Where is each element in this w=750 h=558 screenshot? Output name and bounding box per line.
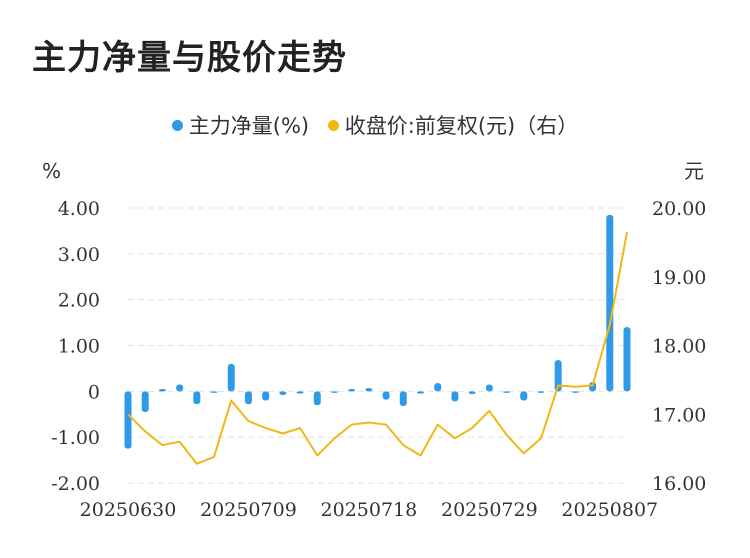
bar bbox=[313, 391, 321, 406]
bar bbox=[227, 363, 235, 392]
x-tick-label: 20250718 bbox=[321, 499, 418, 521]
y-left-tick-label: 4.00 bbox=[58, 198, 100, 220]
y-left-unit: % bbox=[42, 159, 61, 183]
x-tick-label: 20250729 bbox=[441, 499, 538, 521]
bar bbox=[503, 391, 511, 393]
bar bbox=[399, 391, 407, 406]
grid-layer bbox=[128, 207, 627, 484]
y-left-tick-label: 3.00 bbox=[58, 244, 100, 266]
bar bbox=[520, 391, 528, 401]
line-series bbox=[127, 231, 628, 465]
bar bbox=[451, 391, 459, 402]
bar bbox=[330, 391, 338, 393]
legend-item-close-price[interactable]: 收盘价:前复权(元)（右） bbox=[327, 110, 579, 140]
bar bbox=[210, 391, 218, 393]
bar bbox=[571, 391, 579, 393]
legend-label-net-volume: 主力净量(%) bbox=[188, 114, 310, 138]
y-left-tick-label: 2.00 bbox=[58, 290, 100, 312]
legend-dot-blue bbox=[171, 119, 183, 131]
bar bbox=[176, 384, 184, 392]
y-right-unit: 元 bbox=[684, 159, 704, 183]
y-left-tick-label: -1.00 bbox=[51, 427, 100, 449]
y-left-tick-label: 1.00 bbox=[58, 336, 100, 358]
bar bbox=[606, 214, 614, 392]
bar bbox=[485, 384, 493, 392]
y-right-tick-label: 20.00 bbox=[652, 198, 706, 220]
bar bbox=[279, 391, 287, 395]
bar bbox=[124, 391, 132, 449]
bar bbox=[193, 391, 201, 405]
legend-dot-yellow bbox=[327, 119, 339, 131]
bar-series bbox=[124, 214, 631, 449]
bar bbox=[158, 389, 166, 392]
x-tick-label: 20250807 bbox=[561, 499, 658, 521]
close-price-line bbox=[127, 231, 628, 465]
bar bbox=[589, 382, 597, 392]
bar bbox=[262, 391, 270, 401]
bar bbox=[554, 360, 562, 392]
y-right-tick-label: 19.00 bbox=[652, 267, 706, 289]
y-right-tick-label: 17.00 bbox=[652, 404, 706, 426]
y-right-tick-label: 16.00 bbox=[652, 473, 706, 495]
bar bbox=[141, 391, 149, 412]
bar bbox=[244, 391, 252, 405]
x-tick-label: 20250709 bbox=[200, 499, 297, 521]
bar bbox=[434, 383, 442, 392]
y-left-tick-label: 0 bbox=[88, 381, 100, 403]
bar bbox=[417, 391, 425, 394]
y-right-tick-label: 18.00 bbox=[652, 336, 706, 358]
legend-item-net-volume[interactable]: 主力净量(%) bbox=[171, 110, 310, 140]
y-left-tick-label: -2.00 bbox=[51, 473, 100, 495]
bar bbox=[365, 388, 373, 392]
x-tick-label: 20250630 bbox=[80, 499, 177, 521]
bar bbox=[623, 327, 631, 392]
bar bbox=[296, 391, 304, 394]
chart-title: 主力净量与股价走势 bbox=[32, 38, 347, 78]
bar bbox=[468, 391, 476, 395]
bar bbox=[382, 391, 390, 400]
bar bbox=[537, 391, 545, 393]
legend-label-close-price: 收盘价:前复权(元)（右） bbox=[344, 114, 579, 138]
axes: 4.00 3.00 2.00 1.00 0 -1.00 -2.00 20.00 19.00 18.… bbox=[42, 159, 706, 521]
bar bbox=[348, 389, 356, 392]
legend: 主力净量(%) 收盘价:前复权(元)（右） bbox=[0, 110, 750, 140]
